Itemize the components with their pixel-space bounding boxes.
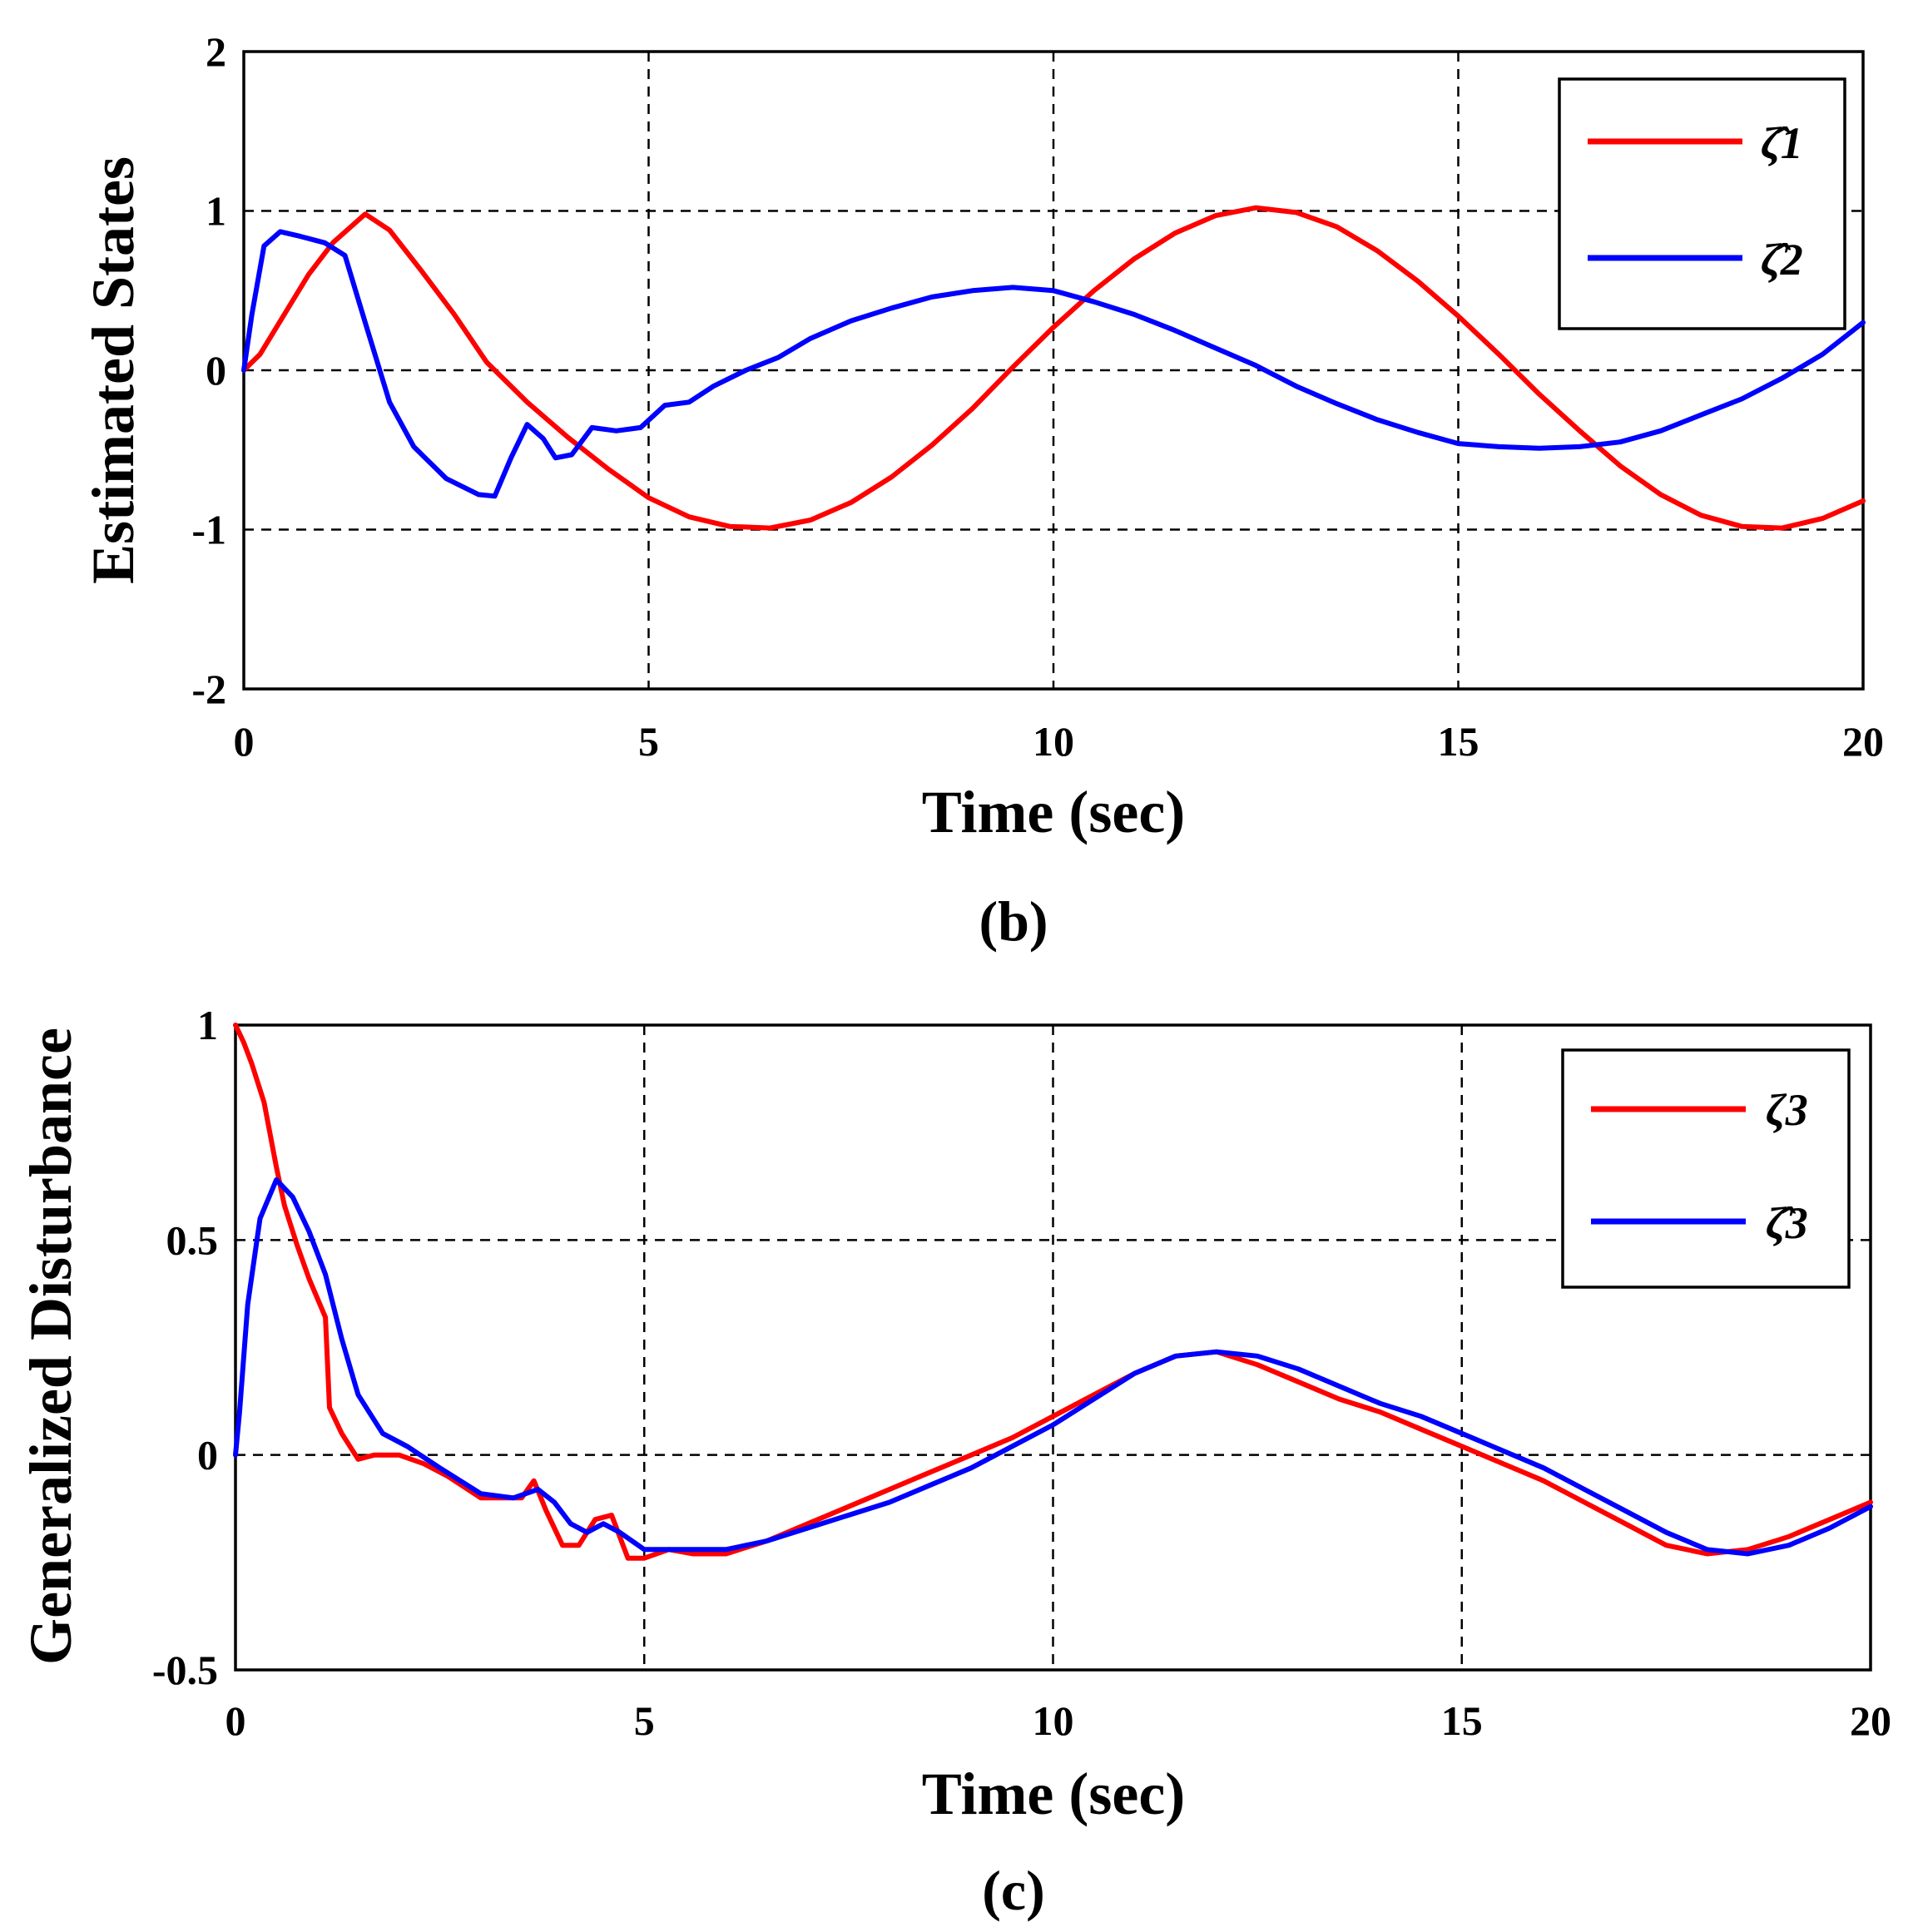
series-layer-c xyxy=(233,1023,1873,1561)
y-tick-b-0: 2 xyxy=(206,28,226,75)
x-tick-c-4: 20 xyxy=(1850,1697,1891,1744)
y-ticks-c: 1 0.5 0 -0.5 xyxy=(152,1002,218,1693)
x-axis-label-b: Time (sec) xyxy=(922,779,1186,845)
legend-b: ζ̂1 ζ̂2 xyxy=(1558,77,1846,330)
y-tick-b-4: -2 xyxy=(191,666,226,712)
legend-c: ζ3 ζ̂3 xyxy=(1561,1048,1851,1289)
y-tick-c-0: 1 xyxy=(197,1002,218,1048)
y-tick-c-3: -0.5 xyxy=(152,1647,218,1693)
series-layer-b xyxy=(241,205,1866,531)
x-tick-b-4: 20 xyxy=(1842,718,1884,765)
x-tick-b-1: 5 xyxy=(638,718,659,765)
caption-b: (b) xyxy=(979,889,1048,953)
x-ticks-b: 0 5 10 15 20 xyxy=(234,718,1885,765)
series-c-0-line xyxy=(233,1023,1873,1561)
y-ticks-b: 2 1 0 -1 -2 xyxy=(191,28,226,712)
series-c-1-line xyxy=(233,1177,1873,1557)
chart-estimated-states: 0 5 10 15 20 210-1-2 Time (sec) Estimated St… xyxy=(80,28,1884,953)
x-tick-c-3: 15 xyxy=(1441,1697,1483,1744)
legend-box-b xyxy=(1558,77,1846,330)
caption-c: (c) xyxy=(982,1859,1044,1922)
legend-label-b-1: ζ̂2 xyxy=(1761,235,1803,285)
x-tick-b-2: 10 xyxy=(1033,718,1074,765)
x-tick-b-0: 0 xyxy=(234,718,255,765)
grid-c xyxy=(235,1025,1871,1670)
y-tick-c-1: 0.5 xyxy=(166,1216,219,1263)
x-axis-label-c: Time (sec) xyxy=(922,1761,1186,1827)
y-tick-b-2: 0 xyxy=(206,347,226,394)
legend-label-b-0: ζ̂1 xyxy=(1761,118,1803,168)
plot-frame-c xyxy=(234,1023,1872,1672)
y-tick-b-3: -1 xyxy=(191,507,226,553)
series-b-0-line xyxy=(241,205,1866,531)
x-tick-c-0: 0 xyxy=(226,1697,246,1744)
x-tick-c-1: 5 xyxy=(634,1697,655,1744)
legend-label-c-0: ζ3 xyxy=(1766,1085,1808,1135)
legend-label-c-1: ζ̂3 xyxy=(1766,1198,1808,1248)
chart-generalized-disturbance: 0 5 10 15 20 10.50-0.5 Time (sec) Generalize… xyxy=(17,1002,1891,1922)
x-ticks-c: 0 5 10 15 20 xyxy=(226,1697,1892,1744)
y-tick-b-1: 1 xyxy=(206,188,226,235)
y-tick-c-2: 0 xyxy=(197,1432,218,1479)
legend-box-c xyxy=(1561,1048,1851,1289)
x-tick-b-3: 15 xyxy=(1438,718,1479,765)
y-axis-label-b: Estimated States xyxy=(80,156,146,584)
y-axis-label-c: Generalized Disturbance xyxy=(17,1028,84,1665)
x-tick-c-2: 10 xyxy=(1033,1697,1074,1744)
series-b-1-line xyxy=(241,229,1866,499)
